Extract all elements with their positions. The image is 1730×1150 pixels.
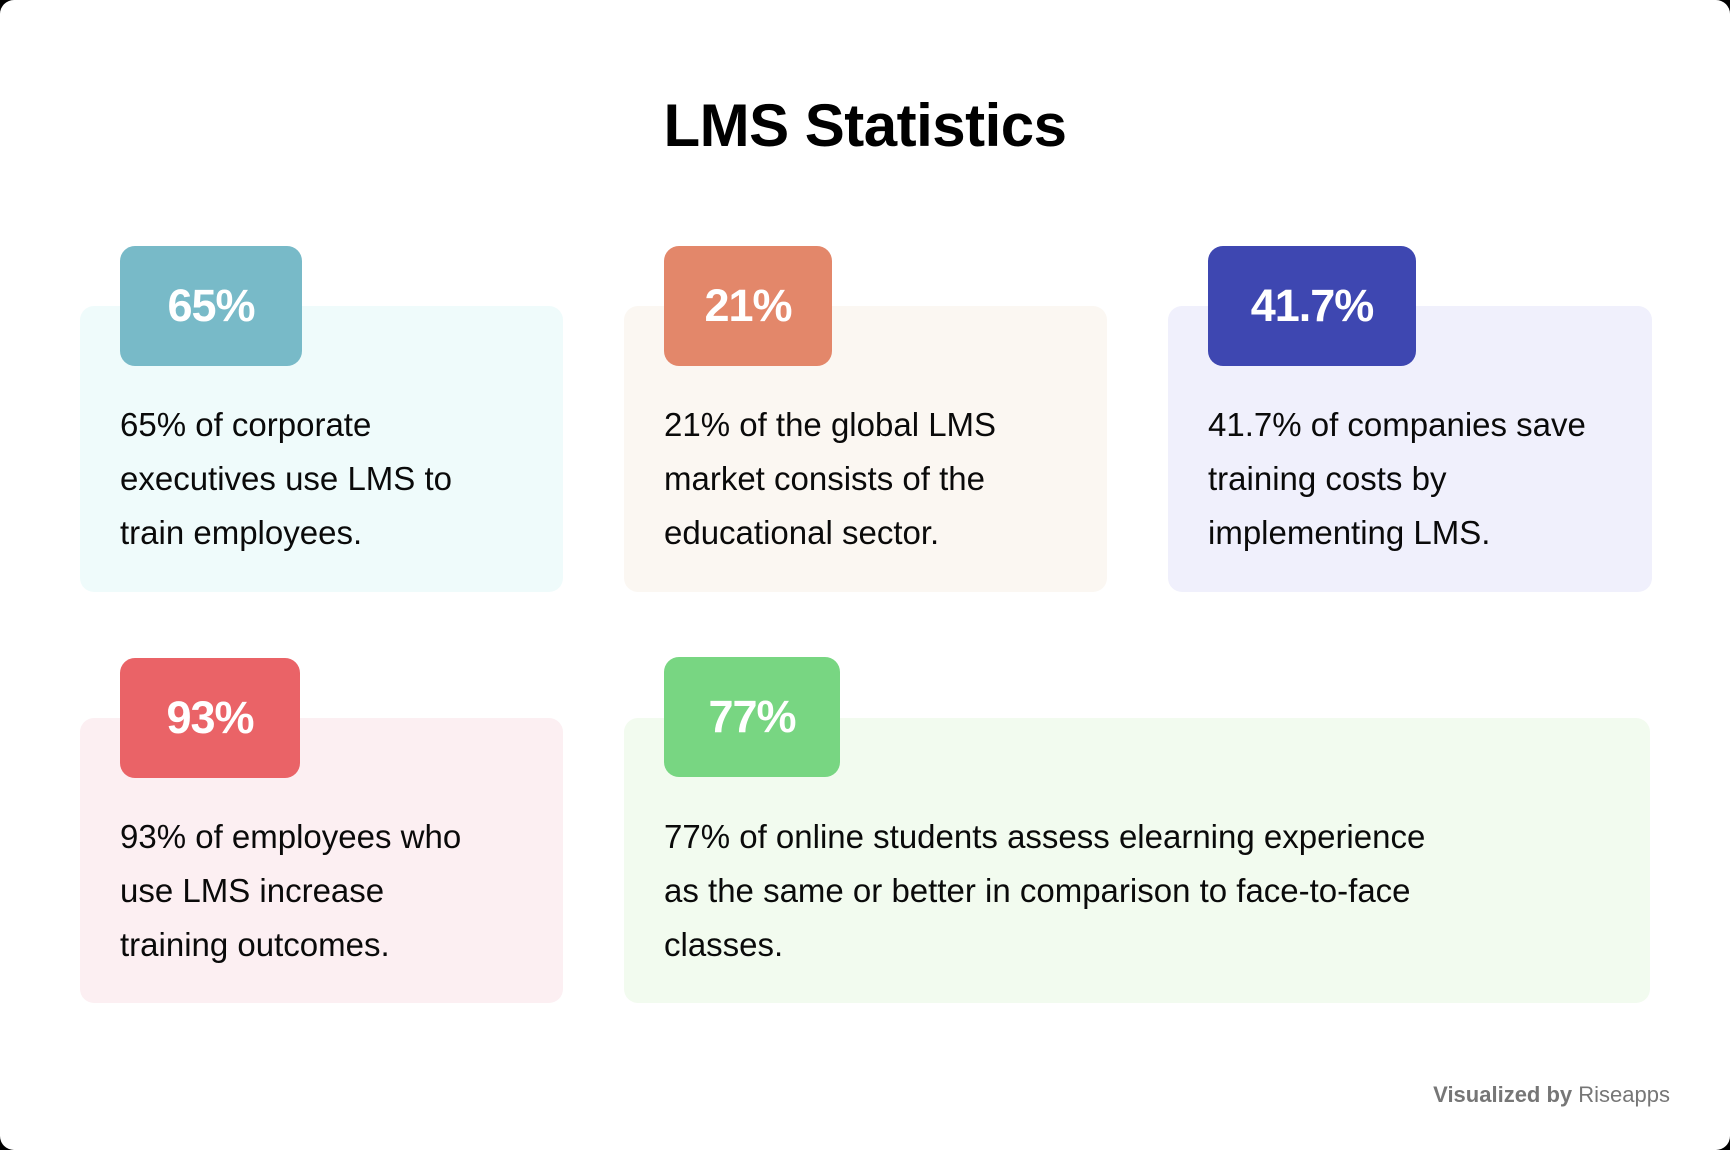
attribution-footer: Visualized by Riseapps — [1360, 1080, 1670, 1110]
stat-badge-93: 93% — [120, 658, 300, 778]
stat-value: 41.7% — [1250, 280, 1375, 331]
stat-description: 21% of the global LMS market consists of… — [664, 398, 1094, 560]
desc-line: training outcomes. — [120, 926, 390, 963]
stat-value: 65% — [167, 280, 255, 331]
desc-line: 21% of the global LMS — [664, 406, 997, 443]
footer-brand: Riseapps — [1578, 1082, 1670, 1107]
page-title: LMS Statistics — [663, 92, 1067, 159]
desc-line: 41.7% of companies save — [1208, 406, 1586, 443]
desc-line: market consists of the — [664, 460, 985, 497]
desc-line: 93% of employees who — [120, 818, 462, 855]
desc-line: use LMS increase — [120, 872, 385, 909]
desc-line: training costs by — [1208, 460, 1447, 497]
stat-description: 41.7% of companies save training costs b… — [1208, 398, 1648, 560]
stat-description: 93% of employees who use LMS increase tr… — [120, 810, 550, 972]
stat-badge-21: 21% — [664, 246, 832, 366]
stat-value: 21% — [704, 280, 792, 331]
desc-line: train employees. — [120, 514, 363, 551]
stat-badge-65: 65% — [120, 246, 302, 366]
stat-description: 65% of corporate executives use LMS to t… — [120, 398, 540, 560]
stat-badge-41-7: 41.7% — [1208, 246, 1416, 366]
desc-line: 65% of corporate — [120, 406, 372, 443]
desc-line: classes. — [664, 926, 784, 963]
desc-line: implementing LMS. — [1208, 514, 1491, 551]
desc-line: 77% of online students assess elearning … — [664, 818, 1426, 855]
stat-value: 93% — [166, 692, 254, 743]
desc-line: executives use LMS to — [120, 460, 452, 497]
stat-value: 77% — [708, 691, 796, 742]
stat-badge-77: 77% — [664, 657, 840, 777]
footer-prefix: Visualized by — [1433, 1082, 1573, 1107]
desc-line: as the same or better in comparison to f… — [664, 872, 1411, 909]
desc-line: educational sector. — [664, 514, 940, 551]
stat-description: 77% of online students assess elearning … — [664, 810, 1624, 972]
